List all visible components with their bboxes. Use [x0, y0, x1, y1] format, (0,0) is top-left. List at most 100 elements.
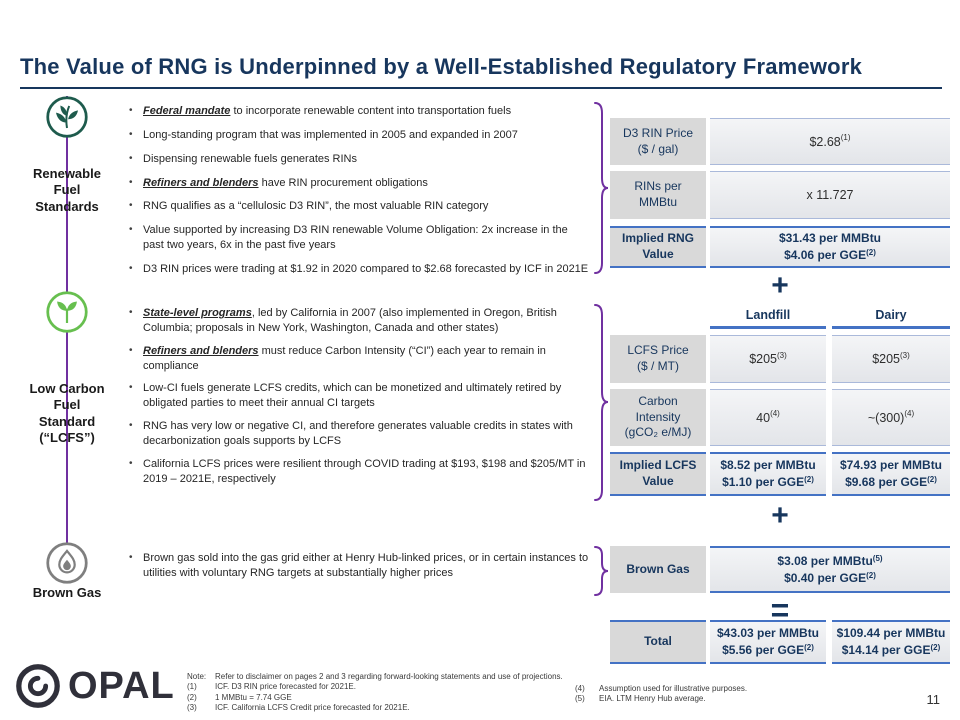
rfs-bullet-list: • Federal mandate to incorporate renewabl…: [129, 104, 591, 286]
lcfs-bracket: [594, 304, 609, 501]
bullet-marker: •: [129, 200, 133, 212]
bullet-item: • RNG qualifies as a “cellulosic D3 RIN”,…: [129, 199, 591, 214]
dairy-header-underline: [832, 326, 950, 329]
footnote-label: (5): [575, 694, 585, 704]
bullet-text: have RIN procurement obligations: [258, 176, 428, 189]
brown-gas-icon: [45, 541, 89, 585]
bullet-marker: •: [129, 420, 133, 432]
value-text: ~(300): [867, 410, 905, 425]
plus-sign: +: [771, 499, 789, 532]
value-line2: $1.10 per GGE: [722, 475, 805, 489]
landfill-column-header: Landfill: [745, 308, 791, 322]
implied-lcfs-landfill: $8.52 per MMBtu $1.10 per GGE(2): [710, 452, 826, 496]
footnote-label: (1): [187, 682, 197, 692]
opal-logo-icon: [16, 664, 60, 708]
brown-gas-bracket: [594, 546, 609, 596]
value-line1: $8.52 per MMBtu: [720, 458, 816, 473]
footnote-row: Note: Refer to disclaimer on pages 2 and …: [187, 672, 572, 681]
value-text: x 11.727: [806, 188, 854, 202]
footnote-ref: (3): [777, 350, 787, 360]
footnote-row: (1) ICF. D3 RIN price forecasted for 2021…: [187, 682, 572, 691]
value-line1: $31.43 per MMBtu: [778, 231, 882, 246]
bullet-item: • D3 RIN prices were trading at $1.92 in …: [129, 262, 591, 277]
landfill-header-underline: [710, 326, 826, 329]
equals-sign: =: [770, 592, 790, 628]
footnote-label: (2): [187, 692, 197, 702]
value-text: $205: [872, 352, 901, 366]
bullet-lead: Refiners and blenders: [143, 344, 259, 357]
page-number: 11: [926, 692, 941, 707]
bullet-item: • California LCFS prices were resilient t…: [129, 457, 591, 487]
footnote-row: (2) 1 MMBtu = 7.74 GGE: [187, 693, 572, 702]
brown-gas-row-label: Brown Gas: [610, 546, 706, 593]
bullet-item: • RNG has very low or negative CI, and th…: [129, 419, 591, 449]
footnote-ref: (5): [872, 553, 883, 563]
lcfs-price-label: LCFS Price ($ / MT): [610, 335, 706, 383]
bullet-lead: Refiners and blenders: [143, 176, 259, 189]
value-line2: $14.14 per GGE: [841, 643, 931, 657]
footnote-ref: (2): [804, 475, 814, 484]
bullet-item: • Brown gas sold into the gas grid either…: [129, 551, 591, 581]
footnote-ref: (2): [866, 570, 876, 580]
carbon-intensity-label: Carbon Intensity (gCO₂ e/MJ): [610, 389, 706, 446]
rins-per-mmbtu-label: RINs per MMBtu: [610, 171, 706, 219]
renewable-fuel-standards-icon: [45, 95, 89, 139]
leaf-badge-icon: [46, 96, 88, 138]
bullet-marker: •: [129, 344, 133, 356]
bullet-text: Value supported by increasing D3 RIN ren…: [143, 224, 568, 252]
bullet-item: • Long-standing program that was implemen…: [129, 128, 591, 143]
section-label-lcfs: Low Carbon Fuel Standard (“LCFS”): [29, 381, 105, 445]
section-label-rfs: Renewable Fuel Standards: [33, 166, 101, 214]
footnote-ref: (2): [866, 248, 876, 257]
value-line1: $74.93 per MMBtu: [839, 458, 943, 473]
lcfs-price-landfill: $205 (3): [710, 335, 826, 383]
bullet-item: • Dispensing renewable fuels generates RI…: [129, 152, 591, 167]
carbon-intensity-landfill: 40 (4): [710, 389, 826, 446]
bullet-lead: State-level programs: [143, 307, 252, 319]
total-dairy-value: $109.44 per MMBtu $14.14 per GGE(2): [832, 620, 950, 664]
footnotes-right: (4) Assumption used for illustrative purp…: [575, 684, 920, 705]
bullet-marker: •: [129, 224, 133, 236]
value-line2: $4.06 per GGE: [784, 248, 867, 262]
bullet-text: Brown gas sold into the gas grid either …: [143, 552, 589, 579]
footnote-row: (5) EIA. LTM Henry Hub average.: [575, 694, 920, 703]
implied-lcfs-value-label: Implied LCFS Value: [610, 452, 706, 496]
brown-gas-value: $3.08 per MMBtu(5) $0.40 per GGE(2): [710, 546, 950, 593]
footnote-row: (3) ICF. California LCFS Credit price for…: [187, 703, 572, 712]
footnote-text: Assumption used for illustrative purpose…: [599, 684, 748, 693]
lcfs-price-dairy: $205 (3): [832, 335, 950, 383]
section-label-brown-gas: Brown Gas: [32, 585, 102, 600]
rins-per-mmbtu-value: x 11.727: [710, 171, 950, 219]
value-text: 40: [756, 410, 771, 425]
footnotes-left: Note: Refer to disclaimer on pages 2 and …: [187, 672, 572, 714]
value-line2: $0.40 per GGE: [784, 570, 867, 585]
value-line2: $5.56 per GGE: [722, 643, 805, 657]
opal-logo-text: OPAL: [68, 665, 175, 707]
bullet-text: RNG qualifies as a “cellulosic D3 RIN”, …: [143, 200, 489, 213]
footnote-row: (4) Assumption used for illustrative purp…: [575, 684, 920, 693]
bullet-marker: •: [129, 457, 133, 469]
value-line1: $3.08 per MMBtu: [777, 553, 873, 568]
bullet-item: • Refiners and blenders must reduce Carbo…: [129, 344, 591, 374]
bullet-marker: •: [129, 176, 133, 188]
carbon-intensity-dairy: ~(300) (4): [832, 389, 950, 446]
footnote-ref: (2): [804, 643, 814, 652]
lcfs-icon: [45, 290, 89, 334]
bullet-marker: •: [129, 382, 133, 394]
bullet-text: Dispensing renewable fuels generates RIN…: [143, 152, 358, 165]
footnote-ref: (3): [900, 350, 910, 360]
footnote-text: ICF. D3 RIN price forecasted for 2021E.: [215, 682, 356, 692]
bullet-text: must reduce Carbon Intensity (“CI”) each…: [143, 344, 546, 372]
footnote-text: EIA. LTM Henry Hub average.: [599, 694, 706, 704]
footnote-ref: (4): [770, 409, 780, 418]
bullet-text: California LCFS prices were resilient th…: [143, 457, 586, 485]
dairy-column-header: Dairy: [875, 308, 907, 322]
bullet-text: Long-standing program that was implement…: [143, 128, 518, 141]
opal-logo: OPAL: [14, 662, 175, 710]
flame-badge-icon: [46, 542, 88, 584]
implied-rng-value: $31.43 per MMBtu $4.06 per GGE(2): [710, 226, 950, 268]
brown-gas-bullet-list: • Brown gas sold into the gas grid either…: [129, 551, 591, 590]
title-underline: [20, 87, 942, 89]
footnote-text: Refer to disclaimer on pages 2 and 3 reg…: [215, 672, 563, 681]
bullet-marker: •: [129, 105, 133, 116]
